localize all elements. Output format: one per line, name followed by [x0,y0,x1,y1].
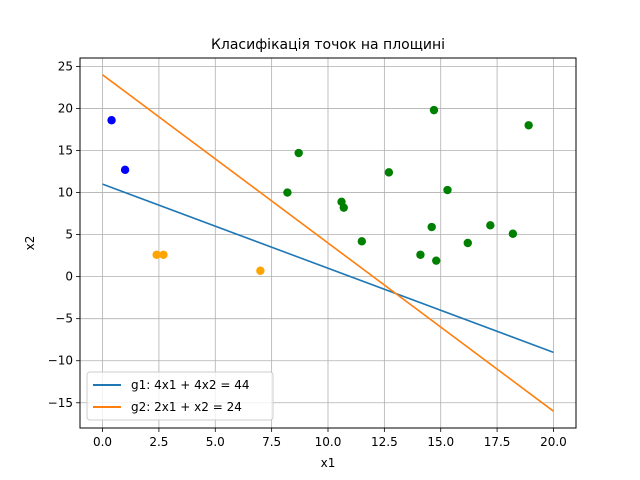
x-tick-label: 17.5 [484,435,511,449]
legend: g1: 4x1 + 4x2 = 44 g2: 2x1 + x2 = 24 [86,371,274,421]
grid [80,58,576,428]
x-tick-label: 20.0 [540,435,567,449]
legend-label-g2: g2: 2x1 + x2 = 24 [131,400,242,414]
scatter-point [159,250,168,259]
scatter-point [283,188,292,197]
scatter-point [427,222,436,232]
scatter-point [524,121,533,130]
scatter-point [339,203,348,212]
x-tick-label: 7.5 [262,435,281,449]
scatter-point [256,266,265,275]
y-tick-label: −5 [55,312,73,326]
y-tick-label: 25 [58,59,73,73]
scatter-point [508,229,518,238]
scatter-point [294,148,303,158]
scatter-point [443,185,452,195]
y-tick-label: 10 [58,186,73,200]
x-tick-label: 12.5 [371,435,398,449]
chart-title: Класифікація точок на площині [211,37,445,53]
series-lines [102,74,554,412]
scatter-point [120,165,130,175]
scatter-point [416,250,425,259]
x-tick-label: 5.0 [206,435,225,449]
scatter-point [486,221,495,230]
y-tick-label: 20 [58,101,73,115]
scatter-points [107,105,533,275]
series-line-g1 [102,183,554,354]
x-tick-label: 10.0 [315,435,342,449]
scatter-point [107,116,116,125]
legend-label-g1: g1: 4x1 + 4x2 = 44 [131,378,250,392]
x-tick-label: 2.5 [149,435,168,449]
scatter-point [432,256,441,265]
legend-box [86,371,274,421]
scatter-point [463,238,472,248]
series-line-g2 [102,74,554,412]
y-tick-label: 5 [65,228,73,242]
x-tick-label: 15.0 [427,435,454,449]
y-axis-label: x2 [23,236,37,251]
scatter-point [357,237,367,246]
axis-ticks: 0.0 2.5 5.0 7.5 10.0 12.5 15.0 17.5 20.0 −15 −10 −5… [48,59,567,449]
y-tick-label: 0 [65,270,73,284]
y-tick-label: −10 [48,354,73,368]
x-tick-label: 0.0 [93,435,112,449]
scatter-point [152,250,161,259]
x-axis-label: x1 [321,456,336,470]
scatter-point [384,168,394,177]
y-tick-label: −15 [48,396,73,410]
scatter-point [429,105,439,115]
y-tick-label: 15 [58,144,73,158]
